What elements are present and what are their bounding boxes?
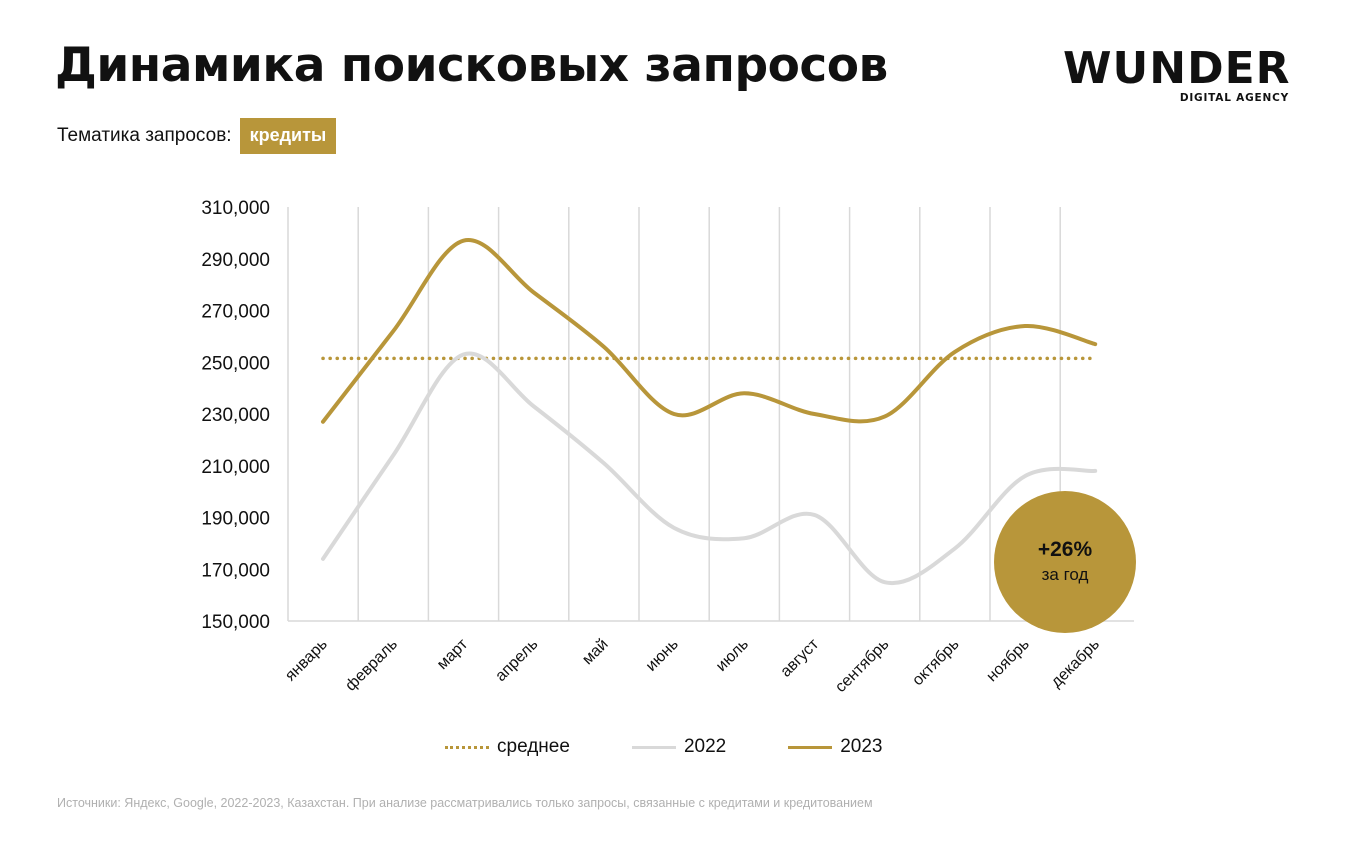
y-tick-label: 150,000 [201,612,270,633]
growth-badge: +26% за год [994,491,1136,633]
y-tick-label: 250,000 [201,353,270,374]
brand-logo: WUNDER DIGITAL AGENCY [1063,44,1291,108]
legend-label-2022: 2022 [683,736,727,757]
series-line-2022 [321,351,1098,586]
growth-period: за год [1041,565,1089,584]
x-tick-label: апрель [492,636,541,685]
logo-subtitle: DIGITAL AGENCY [1179,92,1289,104]
legend-item-2022: 2022 [631,736,727,758]
topic-tag: кредиты [239,118,337,154]
y-tick-label: 170,000 [201,560,270,581]
series-line-2023 [321,237,1098,424]
y-tick-label: 190,000 [201,509,270,530]
legend-swatch-2023 [788,745,833,749]
x-tick-label: январь [282,636,331,685]
legend-swatch-average [445,745,489,749]
legend-item-2023: 2023 [788,736,883,758]
topic-label: Тематика запросов: [57,125,232,146]
x-tick-label: октябрь [909,636,962,689]
legend-label-2023: 2023 [840,736,883,757]
growth-value: +26% [1037,538,1093,561]
y-tick-label: 290,000 [201,250,270,271]
x-tick-label: сентябрь [832,636,892,696]
x-tick-label: июнь [643,636,682,675]
x-tick-label: ноябрь [983,636,1032,685]
x-tick-label: август [777,635,822,680]
y-tick-label: 270,000 [201,302,270,323]
x-tick-label: декабрь [1048,636,1103,691]
y-tick-label: 210,000 [201,457,270,478]
x-tick-label: июль [713,636,752,675]
page-title: Динамика поисковых запросов [55,38,888,93]
x-tick-label: май [579,636,611,668]
logo-wordmark: WUNDER [1063,43,1291,94]
source-footnote: Источники: Яндекс, Google, 2022-2023, Ка… [57,796,873,810]
y-tick-label: 310,000 [201,198,270,219]
x-tick-label: март [434,635,472,673]
legend-item-average: среднее [445,736,570,758]
topic-row: Тематика запросов: кредиты [57,118,337,154]
y-tick-label: 230,000 [201,405,270,426]
legend-swatch-2022 [631,745,676,749]
legend-label-average: среднее [497,736,570,757]
chart-legend: среднее 2022 2023 [445,736,945,758]
x-tick-label: февраль [342,636,401,695]
